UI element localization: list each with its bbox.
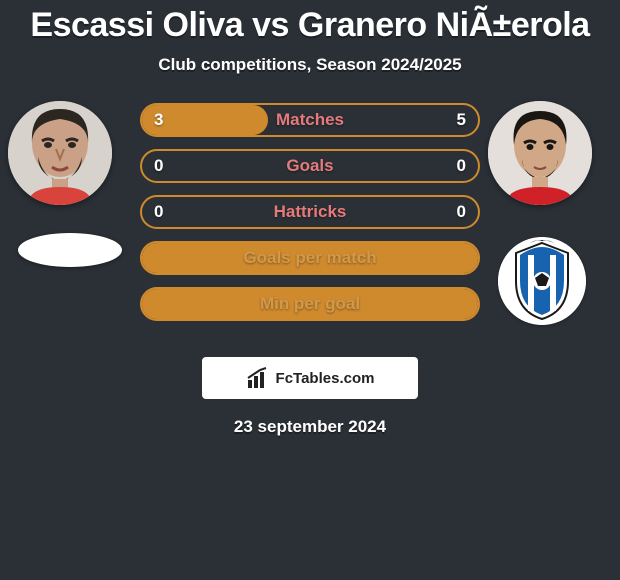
stat-label: Hattricks <box>142 197 478 227</box>
player-head-icon <box>488 101 592 205</box>
club-shield-icon <box>498 237 586 325</box>
stat-value-left: 0 <box>154 151 163 181</box>
bar-chart-icon <box>246 366 270 390</box>
stat-row: Matches3 5 <box>140 103 480 137</box>
stat-label: Goals per match <box>142 243 478 273</box>
stat-row: Goals0 0 <box>140 149 480 183</box>
watermark: FcTables.com <box>202 357 418 399</box>
comparison-card: Escassi Oliva vs Granero NiÃ±erola Club … <box>0 0 620 580</box>
subtitle: Club competitions, Season 2024/2025 <box>0 55 620 75</box>
stat-label: Matches <box>142 105 478 135</box>
watermark-text: FcTables.com <box>276 370 375 387</box>
stat-row: Goals per match <box>140 241 480 275</box>
stat-value-left: 3 <box>154 105 163 135</box>
stat-row: Hattricks0 0 <box>140 195 480 229</box>
stat-area: Matches35Goals00Hattricks00Goals per mat… <box>0 103 620 343</box>
page-title: Escassi Oliva vs Granero NiÃ±erola <box>0 6 620 45</box>
stat-label: Goals <box>142 151 478 181</box>
stat-bars: Matches35Goals00Hattricks00Goals per mat… <box>140 103 480 333</box>
stat-value-right: 0 <box>457 151 466 181</box>
stat-label: Min per goal <box>142 289 478 319</box>
right-club-badge <box>498 237 586 325</box>
left-player-avatar <box>8 101 112 205</box>
date-stamp: 23 september 2024 <box>0 417 620 437</box>
stat-value-left: 0 <box>154 197 163 227</box>
stat-value-right: 5 <box>457 105 466 135</box>
stat-value-right: 0 <box>457 197 466 227</box>
stat-row: Min per goal <box>140 287 480 321</box>
right-player-avatar <box>488 101 592 205</box>
left-club-badge <box>18 233 122 267</box>
player-head-icon <box>8 101 112 205</box>
